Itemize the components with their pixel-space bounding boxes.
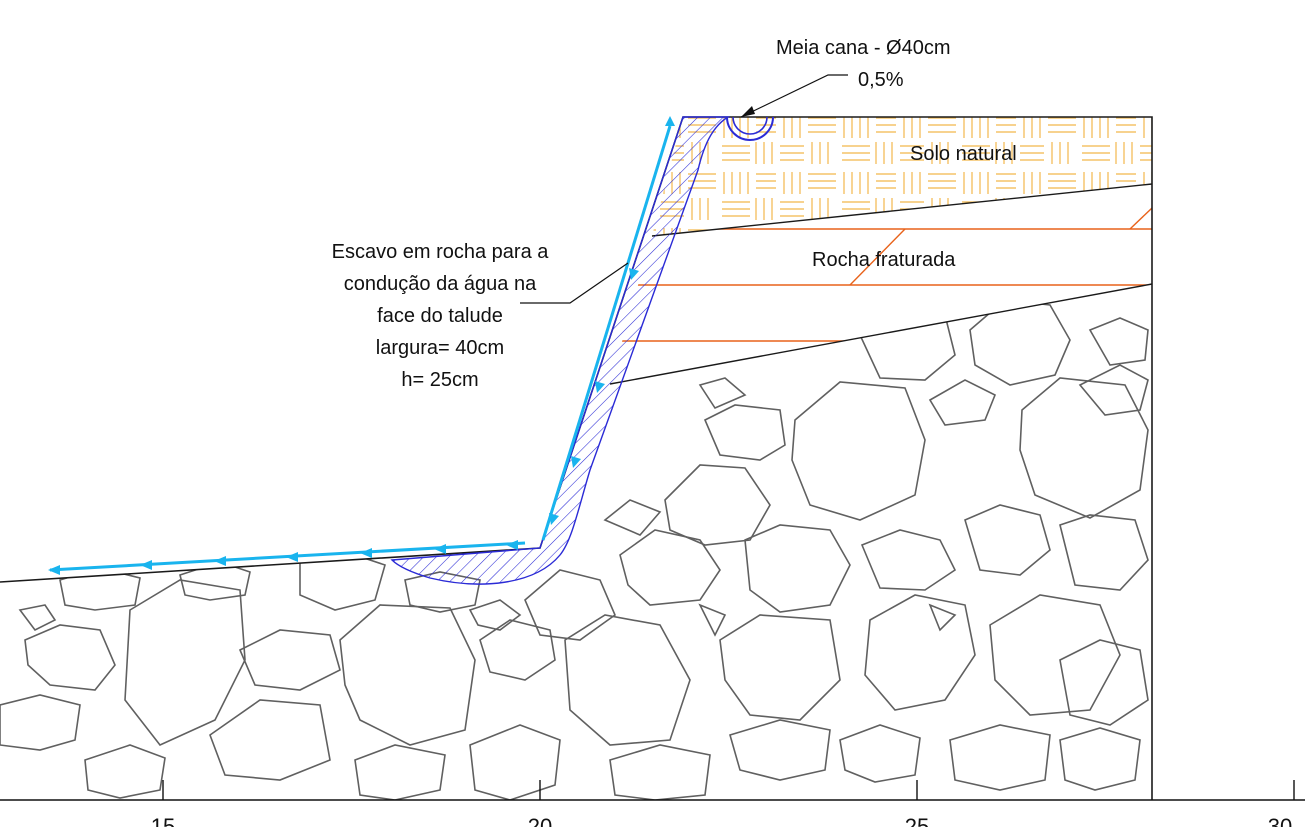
excavation-note-line-3: face do talude bbox=[377, 305, 503, 327]
axis-tick-30: 30 bbox=[1268, 814, 1292, 827]
soil-layer-label: Solo natural bbox=[910, 143, 1017, 165]
excavation-leader-line bbox=[520, 262, 629, 304]
axis-tick-25: 25 bbox=[905, 814, 929, 827]
soil-layer-hatch bbox=[652, 117, 1152, 236]
distance-axis: 15 20 25 30 bbox=[0, 780, 1305, 827]
excavation-note: Escavo em rocha para a condução da água … bbox=[332, 241, 550, 391]
half-pipe-drain bbox=[726, 116, 774, 141]
excavation-note-line-2: condução da água na bbox=[344, 273, 537, 295]
excavation-note-line-5: h= 25cm bbox=[401, 369, 478, 391]
drain-leader-arrow bbox=[741, 106, 755, 117]
drain-leader-line bbox=[740, 74, 848, 118]
excavation-note-line-4: largura= 40cm bbox=[376, 337, 504, 359]
flow-arrowheads bbox=[48, 116, 675, 575]
layer-boundaries bbox=[609, 183, 1153, 385]
rock-mass-blocks bbox=[0, 299, 1149, 800]
drain-title-label: Meia cana - Ø40cm bbox=[776, 37, 951, 59]
excavation-channel bbox=[390, 116, 731, 585]
fractured-rock-label: Rocha fraturada bbox=[812, 249, 956, 271]
drain-slope-label: 0,5% bbox=[858, 69, 904, 91]
axis-tick-15: 15 bbox=[151, 814, 175, 827]
excavation-note-line-1: Escavo em rocha para a bbox=[332, 241, 550, 263]
axis-tick-20: 20 bbox=[528, 814, 552, 827]
